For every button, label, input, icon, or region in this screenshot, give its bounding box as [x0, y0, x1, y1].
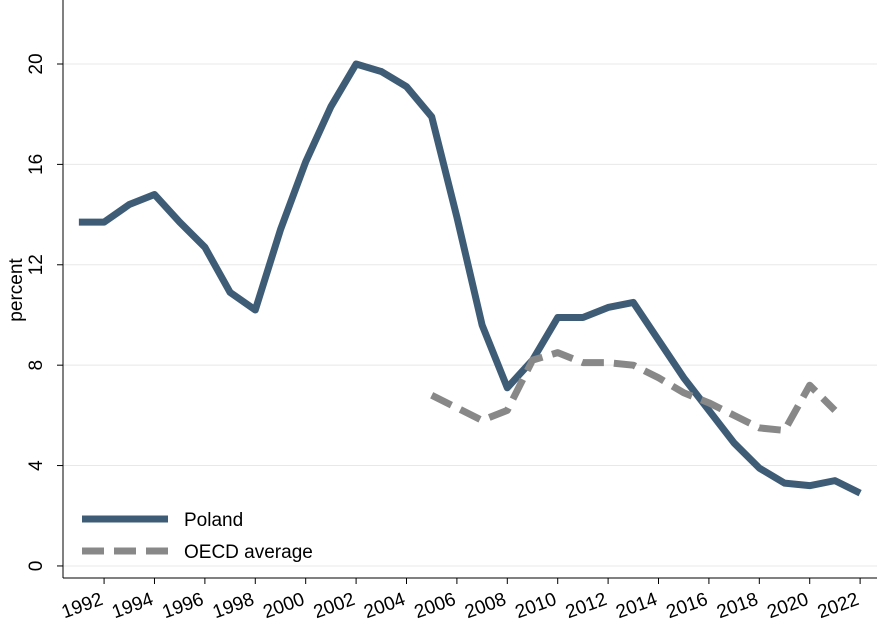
y-tick-label: 0 — [26, 561, 47, 572]
x-tick-label: 1996 — [160, 589, 207, 622]
x-tick-label: 2004 — [361, 589, 408, 622]
x-tick-label: 2020 — [765, 589, 812, 622]
x-tick-label: 2006 — [412, 589, 459, 622]
y-tick-label: 8 — [26, 360, 47, 371]
y-tick-label: 16 — [26, 154, 47, 175]
data-line — [78, 60, 862, 497]
x-tick-label: 1994 — [109, 589, 156, 622]
x-tick-label: 2010 — [512, 589, 559, 622]
y-tick-label: 4 — [26, 460, 47, 471]
x-tick-label: 2016 — [664, 589, 711, 622]
x-tick-label: 2008 — [462, 589, 509, 622]
y-axis-label: percent — [6, 258, 27, 322]
legend-label: OECD average — [184, 542, 313, 563]
x-tick-label: 1992 — [59, 589, 106, 622]
y-tick-label: 12 — [26, 254, 47, 275]
x-tick-label: 2000 — [260, 589, 307, 622]
x-tick-label: 2022 — [815, 589, 862, 622]
x-tick-label: 2014 — [613, 589, 660, 622]
legend-label: Poland — [184, 510, 243, 531]
y-tick-label: 20 — [26, 53, 47, 74]
x-tick-label: 2018 — [714, 589, 761, 622]
x-tick-label: 2012 — [563, 589, 610, 622]
x-tick-label: 1998 — [210, 589, 257, 622]
data-line — [430, 349, 838, 434]
x-tick-label: 2002 — [311, 589, 358, 622]
